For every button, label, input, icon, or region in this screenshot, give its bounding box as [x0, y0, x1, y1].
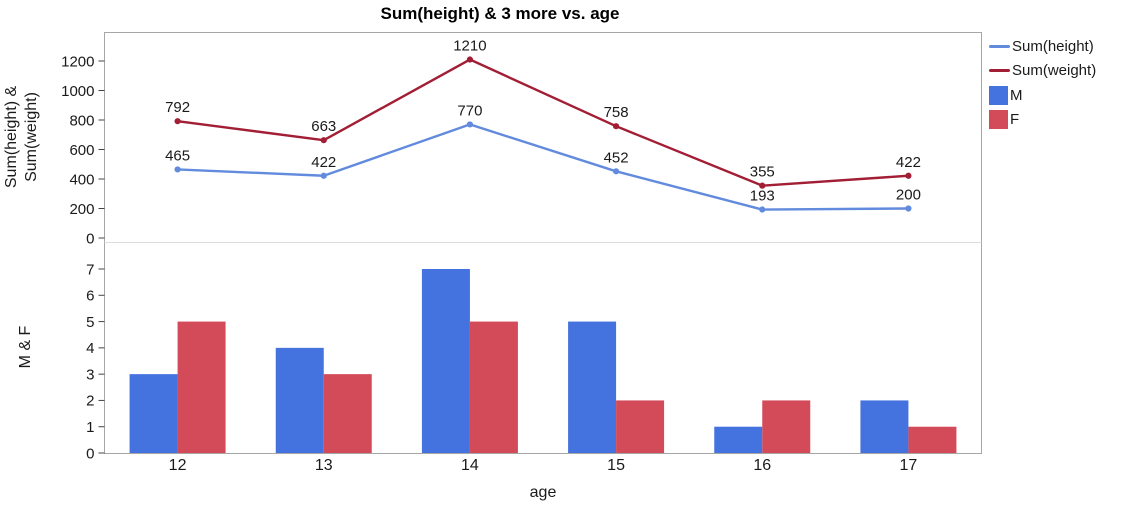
x-tick-label: 13 — [315, 457, 333, 474]
marker-Sum(weight) — [759, 182, 766, 189]
y-tick-label: 1 — [86, 419, 94, 436]
bar-f-age-13 — [323, 374, 372, 453]
legend: Sum(height) Sum(weight) M F — [989, 34, 1096, 132]
bar-m-age-13 — [275, 347, 324, 453]
x-axis-title: age — [530, 484, 557, 501]
data-label: 200 — [896, 187, 921, 204]
bar-m-age-16 — [714, 426, 763, 453]
marker-Sum(weight) — [905, 172, 912, 179]
legend-label: F — [1010, 111, 1020, 129]
y-tick-label: 2 — [86, 393, 94, 410]
y-tick-label: 200 — [69, 201, 94, 218]
y-tick-label: 3 — [86, 366, 94, 383]
x-tick-label: 14 — [461, 457, 479, 474]
data-label: 1210 — [453, 38, 486, 55]
sum-weight-line-swatch — [989, 69, 1010, 73]
data-label: 355 — [750, 164, 775, 181]
y-tick-label: 7 — [86, 261, 94, 278]
y-tick-label: 6 — [86, 288, 94, 305]
marker-Sum(height) — [174, 166, 181, 173]
marker-Sum(height) — [759, 206, 766, 213]
bar-f-age-14 — [469, 321, 518, 453]
x-tick-label: 16 — [753, 457, 771, 474]
bar-f-age-12 — [177, 321, 226, 453]
data-label: 422 — [311, 154, 336, 171]
marker-Sum(weight) — [320, 137, 327, 144]
line-sumheight — [177, 123, 909, 211]
marker-Sum(weight) — [612, 123, 620, 130]
legend-item-female[interactable]: F — [989, 108, 1096, 133]
male-square-swatch — [989, 85, 1008, 105]
bar-f-age-17 — [908, 426, 957, 453]
legend-item-male[interactable]: M — [989, 83, 1096, 108]
female-square-swatch — [989, 110, 1008, 130]
data-label: 792 — [165, 99, 190, 116]
data-label: 452 — [604, 149, 629, 166]
y-tick-label: 400 — [69, 171, 94, 188]
marker-Sum(height) — [612, 168, 620, 175]
y-tick-label: 800 — [69, 112, 94, 129]
bottom-y-axis-title: M & F — [17, 325, 34, 368]
x-tick-label: 15 — [607, 457, 625, 474]
y-tick-label: 1200 — [61, 53, 94, 70]
y-tick-label: 600 — [69, 142, 94, 159]
marker-Sum(weight) — [174, 118, 181, 125]
marker-Sum(height) — [905, 205, 912, 212]
sum-height-line-swatch — [989, 44, 1010, 48]
legend-item-sum-weight[interactable]: Sum(weight) — [989, 59, 1096, 84]
bar-m-age-14 — [421, 269, 470, 453]
data-label: 422 — [896, 154, 921, 171]
legend-label: Sum(weight) — [1012, 62, 1097, 80]
legend-item-sum-height[interactable]: Sum(height) — [989, 34, 1096, 59]
marker-Sum(height) — [466, 121, 474, 128]
y-tick-label: 5 — [86, 314, 94, 331]
data-label: 758 — [604, 104, 629, 121]
data-label: 465 — [165, 147, 190, 164]
marker-Sum(height) — [320, 172, 327, 179]
bar-m-age-15 — [568, 321, 617, 453]
legend-label: M — [1010, 86, 1023, 104]
bar-m-age-12 — [129, 374, 178, 453]
marker-Sum(weight) — [466, 56, 474, 63]
data-label: 770 — [457, 102, 482, 119]
x-tick-label: 17 — [900, 457, 918, 474]
data-label: 193 — [750, 188, 775, 205]
y-tick-label: 1000 — [61, 83, 94, 100]
data-label: 663 — [311, 118, 336, 135]
legend-label: Sum(height) — [1012, 37, 1094, 55]
y-tick-label: 0 — [86, 445, 94, 462]
chart-title: Sum(height) & 3 more vs. age — [380, 4, 620, 23]
y-tick-label: 0 — [86, 230, 94, 247]
top-y-axis-title-line2: Sum(weight) — [23, 92, 40, 182]
bar-m-age-17 — [860, 400, 909, 453]
x-tick-label: 12 — [169, 457, 187, 474]
line-sumweight — [177, 58, 909, 187]
bar-f-age-15 — [616, 400, 665, 453]
bar-f-age-16 — [762, 400, 811, 453]
top-y-axis-title-line1: Sum(height) & — [3, 86, 20, 189]
y-tick-label: 4 — [86, 340, 94, 357]
